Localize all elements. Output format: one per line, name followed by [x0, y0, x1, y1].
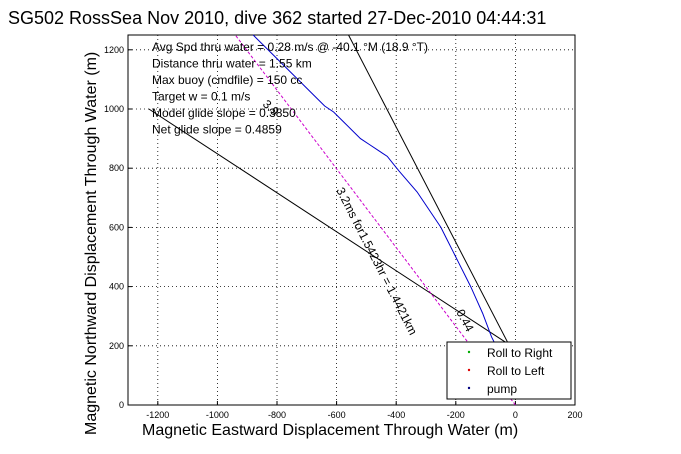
- x-tick-label: 200: [567, 410, 582, 420]
- annotation-line: Avg Spd thru water = 0.28 m/s @ -40.1 °M…: [152, 40, 428, 54]
- annotation-line: Target w = 0.1 m/s: [152, 90, 250, 104]
- annotation-line: Distance thru water = 1.55 km: [152, 57, 312, 71]
- x-ticks: -1200 -1000 -800 -600 -400 -200 0 200: [146, 401, 583, 420]
- legend-label-roll-right: Roll to Right: [487, 346, 553, 360]
- y-tick-label: 200: [109, 341, 124, 351]
- y-tick-label: 1000: [104, 104, 124, 114]
- y-tick-label: 1200: [104, 45, 124, 55]
- series-line: [252, 34, 504, 361]
- legend-label-pump: pump: [487, 382, 517, 396]
- legend-marker-pump: [467, 386, 471, 390]
- x-tick-label: -200: [447, 410, 465, 420]
- legend-marker-roll-left: [467, 368, 471, 372]
- annotation-line: Net glide slope = 0.4859: [152, 123, 282, 137]
- y-ticks: 0 200 400 600 800 1000 1200: [104, 45, 132, 410]
- x-tick-label: -400: [387, 410, 405, 420]
- legend-box: [446, 341, 572, 400]
- reference-lines: [148, 34, 510, 347]
- annotation-line: Max buoy (cmdfile) = 150 cc: [152, 73, 302, 87]
- y-tick-label: 800: [109, 163, 124, 173]
- y-tick-label: 400: [109, 282, 124, 292]
- reference-line: [348, 34, 510, 347]
- annotation-line: Model glide slope = 0.3850: [152, 106, 296, 120]
- legend: Roll to Right Roll to Left pump: [446, 341, 572, 400]
- chart-title: SG502 RossSea Nov 2010, dive 362 started…: [8, 8, 546, 28]
- x-axis-label: Magnetic Eastward Displacement Through W…: [142, 422, 518, 439]
- x-tick-label: -1200: [146, 410, 169, 420]
- y-axis-label: Magnetic Northward Displacement Through …: [83, 52, 100, 435]
- x-tick-label: -600: [328, 410, 346, 420]
- x-tick-label: -800: [268, 410, 286, 420]
- annotations: Avg Spd thru water = 0.28 m/s @ -40.1 °M…: [152, 40, 428, 137]
- reference-line: [148, 108, 507, 344]
- x-tick-label: 0: [513, 410, 518, 420]
- y-tick-label: 600: [109, 222, 124, 232]
- legend-marker-roll-right: [467, 350, 471, 354]
- y-tick-label: 0: [119, 400, 124, 410]
- legend-label-roll-left: Roll to Left: [487, 364, 545, 378]
- x-tick-label: -1000: [206, 410, 229, 420]
